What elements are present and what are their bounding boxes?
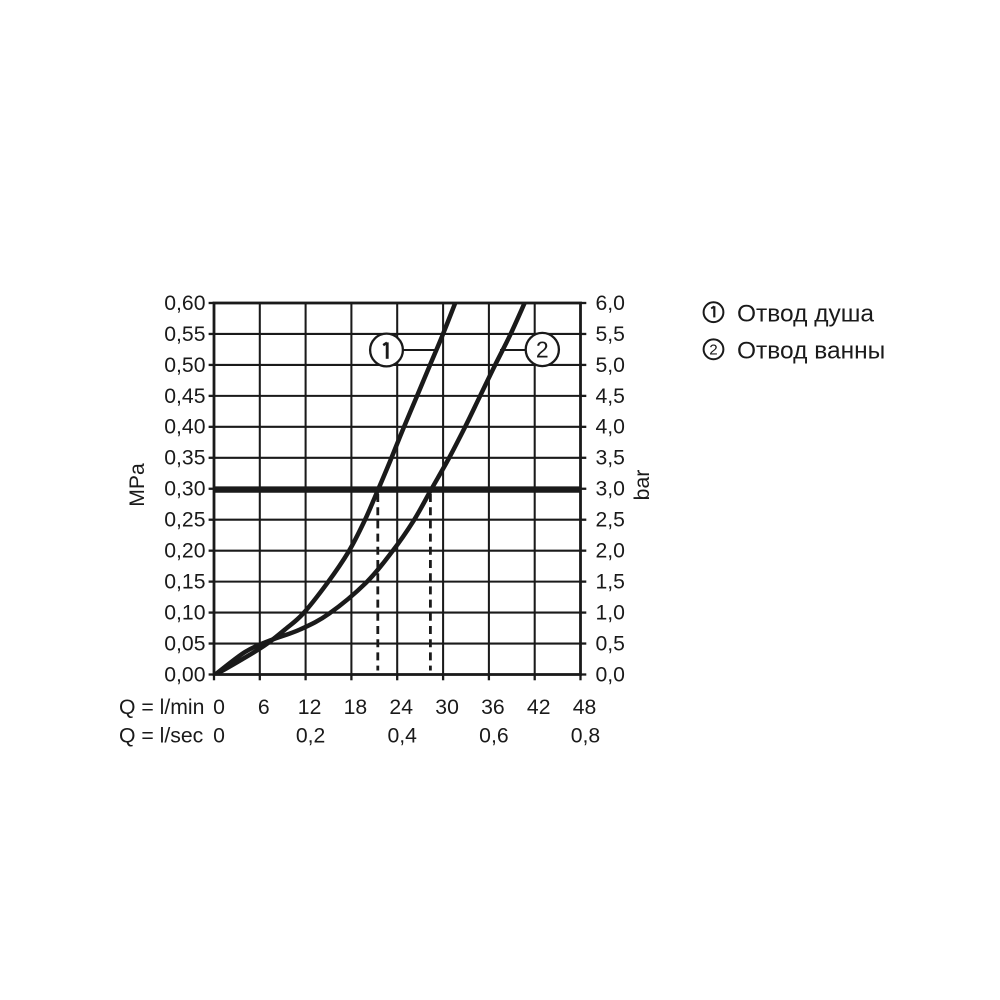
svg-text:0: 0 [213, 696, 225, 719]
svg-text:0,8: 0,8 [571, 724, 600, 747]
svg-text:Отвод душа: Отвод душа [737, 301, 874, 328]
svg-text:0,30: 0,30 [164, 478, 205, 501]
svg-text:30: 30 [435, 696, 459, 719]
svg-text:6,0: 6,0 [596, 292, 625, 315]
svg-text:2: 2 [536, 337, 549, 363]
svg-text:Q = l/min: Q = l/min [119, 696, 204, 719]
svg-text:4,5: 4,5 [596, 385, 625, 408]
svg-text:1,5: 1,5 [596, 571, 625, 594]
svg-text:0,20: 0,20 [164, 540, 205, 563]
svg-text:0,05: 0,05 [164, 632, 205, 655]
svg-text:0,6: 0,6 [479, 724, 508, 747]
svg-text:Отвод ванны: Отвод ванны [737, 338, 885, 365]
svg-text:0,15: 0,15 [164, 571, 205, 594]
svg-text:0,0: 0,0 [596, 663, 625, 686]
svg-text:0,35: 0,35 [164, 447, 205, 470]
svg-text:0,45: 0,45 [164, 385, 205, 408]
svg-text:1,0: 1,0 [596, 602, 625, 625]
svg-text:3,0: 3,0 [596, 478, 625, 501]
svg-text:48: 48 [573, 696, 597, 719]
svg-text:5,0: 5,0 [596, 354, 625, 377]
svg-text:12: 12 [298, 696, 322, 719]
svg-text:0,2: 0,2 [296, 724, 325, 747]
svg-text:3,5: 3,5 [596, 447, 625, 470]
svg-text:5,5: 5,5 [596, 323, 625, 346]
svg-text:0,55: 0,55 [164, 323, 205, 346]
svg-text:Q = l/sec: Q = l/sec [119, 724, 204, 747]
svg-text:0,40: 0,40 [164, 416, 205, 439]
svg-text:2,0: 2,0 [596, 540, 625, 563]
svg-text:0,00: 0,00 [164, 663, 205, 686]
svg-text:4,0: 4,0 [596, 416, 625, 439]
svg-text:MPa: MPa [126, 463, 149, 507]
svg-text:36: 36 [481, 696, 505, 719]
svg-text:0,4: 0,4 [387, 724, 417, 747]
svg-text:bar: bar [631, 470, 654, 501]
svg-text:0,10: 0,10 [164, 602, 205, 625]
svg-text:42: 42 [527, 696, 551, 719]
svg-text:0,25: 0,25 [164, 509, 205, 532]
svg-text:2: 2 [709, 342, 717, 359]
svg-text:0,50: 0,50 [164, 354, 205, 377]
svg-text:2,5: 2,5 [596, 509, 625, 532]
svg-text:24: 24 [389, 696, 413, 719]
svg-text:0,60: 0,60 [164, 292, 205, 315]
svg-text:0,5: 0,5 [596, 632, 625, 655]
svg-text:18: 18 [344, 696, 368, 719]
svg-text:6: 6 [258, 696, 270, 719]
svg-text:0: 0 [213, 724, 225, 747]
